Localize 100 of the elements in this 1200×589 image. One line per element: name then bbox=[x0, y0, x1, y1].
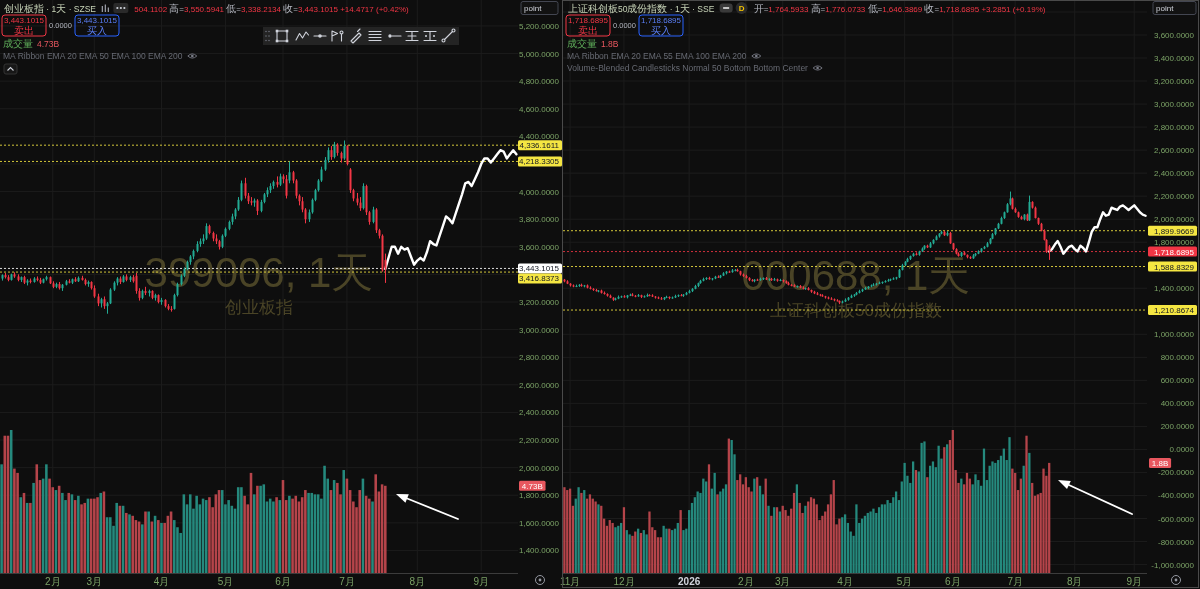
bar bbox=[872, 508, 875, 573]
x-tick-label: 6月 bbox=[945, 576, 961, 587]
bar bbox=[374, 474, 377, 573]
y-tick-label: 0.0000 bbox=[1169, 444, 1195, 454]
y-tick-label: -200.0000 bbox=[1157, 467, 1195, 477]
x-tick-label: 6月 bbox=[275, 576, 291, 587]
bar bbox=[45, 464, 48, 573]
y-tick-label: 200.0000 bbox=[1160, 421, 1195, 431]
y-tick-label: 5,000.0000 bbox=[518, 49, 560, 59]
y-tick-label: 1,800.0000 bbox=[1153, 237, 1195, 247]
y-tick-label: 2,400.0000 bbox=[518, 407, 560, 417]
bar bbox=[821, 515, 824, 573]
y-tick-label: 3,800.0000 bbox=[518, 214, 560, 224]
bar bbox=[48, 478, 51, 573]
bar bbox=[0, 464, 3, 573]
bar bbox=[336, 482, 339, 573]
bar bbox=[77, 495, 80, 573]
bar bbox=[923, 441, 926, 573]
bar bbox=[358, 490, 361, 573]
x-tick-label: 12月 bbox=[613, 576, 635, 587]
annotation: MA Ribbon EMA 20 EMA 55 EMA 100 EMA 200 bbox=[567, 51, 747, 61]
bar bbox=[855, 504, 858, 573]
bar bbox=[294, 495, 298, 573]
candlestick bbox=[343, 140, 346, 161]
bar bbox=[61, 492, 64, 573]
y-tick-label: -600.0000 bbox=[1157, 514, 1195, 523]
bar bbox=[195, 495, 198, 573]
bar bbox=[32, 482, 35, 573]
candlestick bbox=[288, 160, 291, 184]
y-tick-label: 400.0000 bbox=[1160, 398, 1195, 408]
bar bbox=[937, 445, 940, 573]
bar bbox=[920, 442, 923, 573]
annotation: 买入 bbox=[87, 24, 107, 36]
bar bbox=[770, 515, 773, 573]
bar bbox=[93, 498, 96, 573]
ref-line-label: 1,718.6895 bbox=[1153, 247, 1195, 257]
x-tick-label: 7月 bbox=[339, 576, 355, 587]
bar bbox=[141, 524, 144, 573]
annotation: 卖出 bbox=[578, 24, 598, 36]
y-tick-label: 1,000.0000 bbox=[1153, 329, 1195, 339]
y-tick-label: 3,600.0000 bbox=[1153, 30, 1195, 40]
y-tick-label: -400.0000 bbox=[1157, 490, 1195, 500]
bar bbox=[323, 465, 326, 573]
bar bbox=[96, 497, 99, 573]
y-tick-label: 2,200.0000 bbox=[518, 435, 560, 445]
annotation: 上证科创板50成份指数 bbox=[770, 301, 942, 320]
x-tick-label: 2026 bbox=[678, 576, 701, 587]
annotation: 3,443.1015 bbox=[3, 16, 45, 25]
bar bbox=[109, 517, 112, 573]
y-tick-label: 2,000.0000 bbox=[518, 463, 560, 473]
annotation: 1.8B bbox=[601, 39, 619, 49]
y-tick-label: 2,200.0000 bbox=[1153, 191, 1195, 201]
bar bbox=[115, 502, 118, 573]
bar bbox=[99, 492, 102, 573]
y-tick-label: 1,600.0000 bbox=[518, 518, 560, 528]
text: point bbox=[1156, 4, 1175, 13]
bar bbox=[750, 491, 753, 573]
bar bbox=[804, 505, 807, 573]
y-tick-label: 3,200.0000 bbox=[1153, 76, 1195, 86]
bar bbox=[240, 487, 243, 573]
x-tick-label: 3月 bbox=[774, 576, 791, 587]
x-tick-label: 5月 bbox=[896, 576, 913, 587]
x-tick-label: 9月 bbox=[1126, 576, 1143, 587]
y-tick-label: -1,000.0000 bbox=[1151, 560, 1195, 570]
y-tick-label: 3,000.0000 bbox=[1153, 99, 1195, 109]
bar bbox=[577, 487, 580, 573]
y-tick-label: 2,600.0000 bbox=[518, 380, 560, 390]
bar bbox=[342, 470, 346, 573]
bar bbox=[80, 504, 83, 573]
bar bbox=[974, 474, 977, 573]
y-tick-label: 4,800.0000 bbox=[518, 76, 560, 86]
bar bbox=[172, 520, 176, 573]
bar bbox=[208, 497, 211, 573]
text: point bbox=[524, 4, 543, 13]
y-tick-label: 2,000.0000 bbox=[1153, 214, 1195, 224]
y-tick-label: 4,400.0000 bbox=[518, 131, 560, 141]
ref-line-label: 1,588.8329 bbox=[1153, 262, 1195, 272]
bar bbox=[13, 468, 16, 573]
y-tick-label: 3,400.0000 bbox=[1153, 53, 1195, 63]
annotation: 买入 bbox=[651, 24, 671, 36]
x-tick-label: 8月 bbox=[409, 576, 426, 587]
annotation: 1,718.6895 bbox=[640, 16, 682, 25]
y-tick-label: 4,000.0000 bbox=[518, 187, 560, 197]
y-tick-label: 1,400.0000 bbox=[1153, 283, 1195, 293]
bar bbox=[767, 505, 770, 573]
annotation: 3,443.1015 bbox=[76, 16, 118, 25]
bar bbox=[1042, 468, 1045, 573]
bar bbox=[83, 502, 87, 573]
bar bbox=[243, 495, 246, 573]
y-tick-label: 2,800.0000 bbox=[1153, 122, 1195, 132]
text: 开=1,764.5933 高=1,776.0733 低=1,646.3869 收=1,718.6895 +3.2851 (+0.19%) bbox=[753, 3, 1046, 14]
chart-title: 成交量 bbox=[3, 38, 33, 49]
bar bbox=[384, 485, 387, 573]
ref-line-label: 1,899.9669 bbox=[1153, 226, 1195, 236]
annotation: 创业板指 bbox=[225, 298, 293, 317]
bar bbox=[16, 472, 19, 573]
bar bbox=[648, 511, 651, 573]
bar bbox=[903, 462, 906, 573]
annotation: Volume-Blended Candlesticks Normal 50 Bottom Bottom Center bbox=[567, 63, 809, 73]
x-tick-label: 2月 bbox=[44, 576, 61, 587]
